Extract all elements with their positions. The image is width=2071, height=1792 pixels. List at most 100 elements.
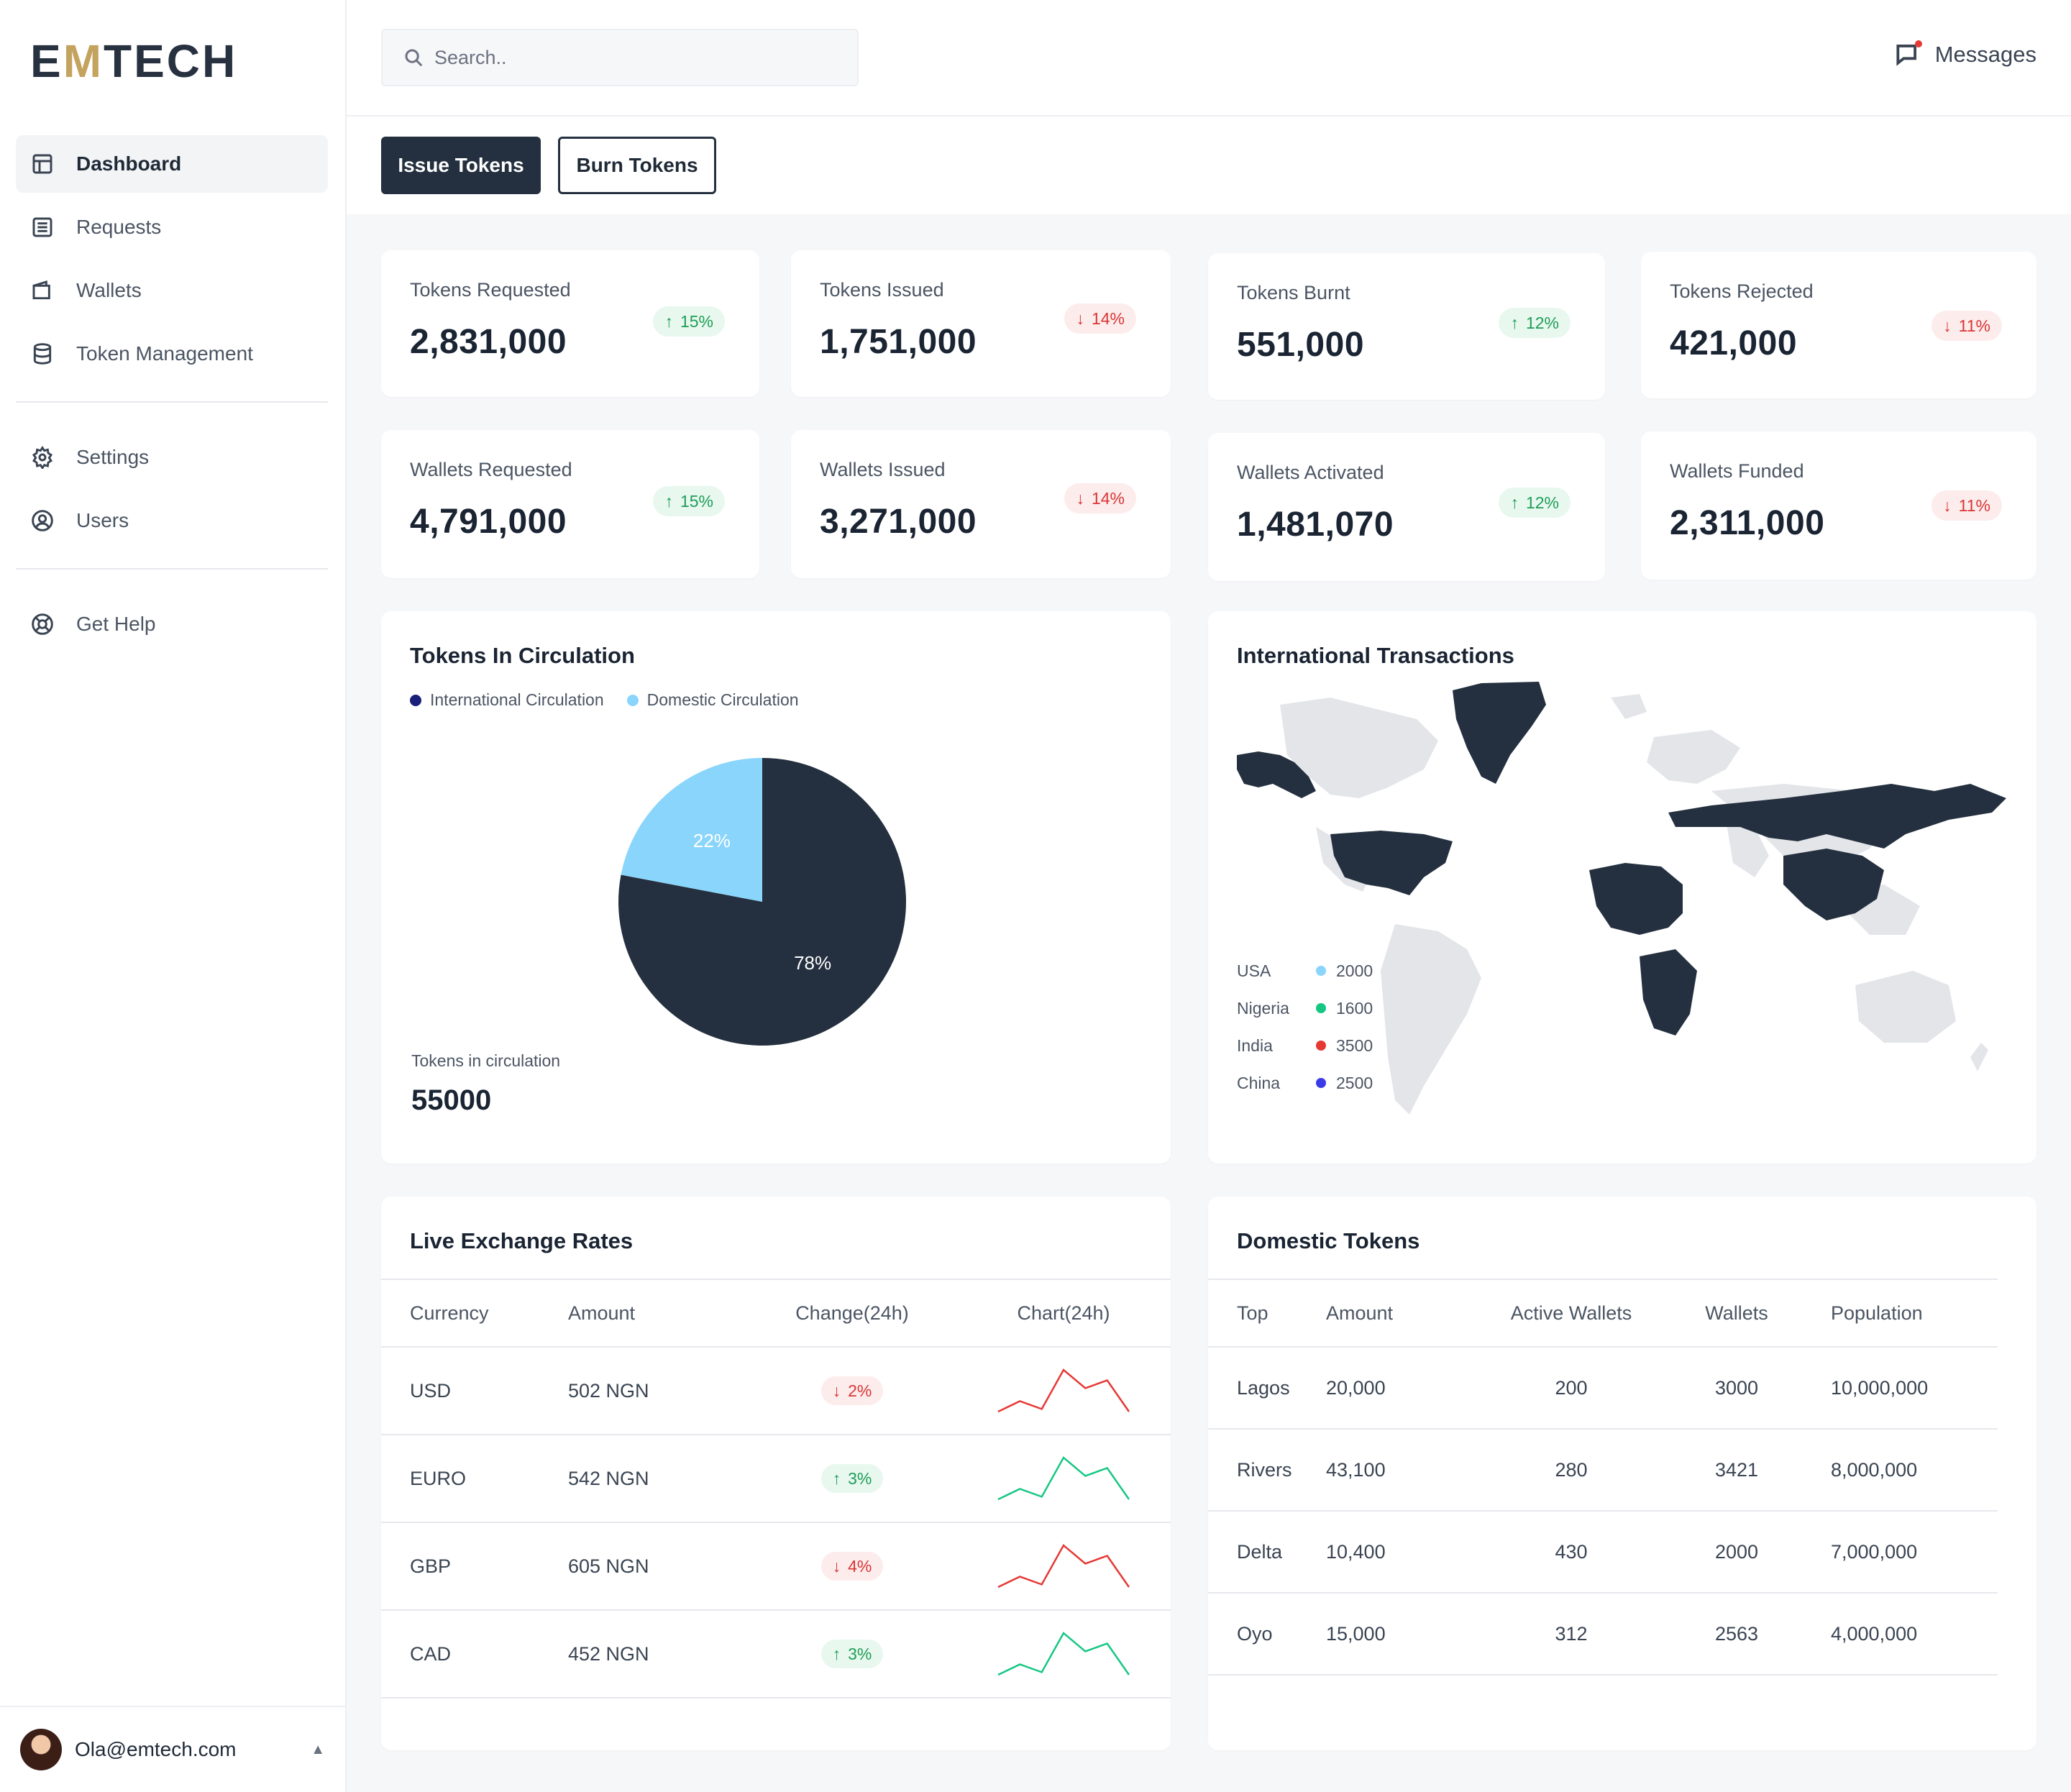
change-badge: ↑ 3% [820,1464,884,1493]
domestic-tokens-card: Domestic Tokens Top Amount Active Wallet… [1208,1197,2036,1750]
burn-tokens-button[interactable]: Burn Tokens [558,137,716,194]
change-badge: ↑ 15% [653,306,725,337]
map-country-west-africa [1589,863,1683,935]
stat-value: 1,751,000 [820,323,977,361]
cell-amount: 542 NGN [568,1467,649,1489]
cell-currency: CAD [410,1642,452,1665]
user-circle-icon [30,508,55,533]
map-country-usa [1330,831,1453,895]
map-legend-row: India 3500 [1237,1027,1395,1064]
change-badge: ↓ 11% [1931,311,2002,341]
map-land-iceland [1611,694,1647,719]
cell-amount: 605 NGN [568,1555,649,1577]
cell-amount: 10,400 [1326,1540,1386,1563]
cell-currency: USD [410,1379,452,1402]
card-title: Domestic Tokens [1237,1228,1420,1253]
sidebar-nav: Dashboard Requests Wallets Token Managem… [16,135,328,659]
arrow-down-icon: ↓ [1076,488,1084,508]
table-row[interactable]: EURO 542 NGN ↑ 3% [381,1435,1171,1522]
map-land-south-america [1381,924,1481,1115]
sidebar-item-requests[interactable]: Requests [16,198,328,256]
change-badge: ↓ 2% [820,1376,884,1405]
sparkline-chart [997,1544,1130,1588]
cell-top: Lagos [1237,1376,1290,1399]
sidebar-item-token-management[interactable]: Token Management [16,325,328,383]
cell-currency: EURO [410,1467,467,1489]
brand-logo[interactable]: EMTECH [30,35,238,87]
table-row[interactable]: Rivers 43,100 280 3421 8,000,000 [1208,1429,1998,1511]
country-value: 3500 [1336,1036,1373,1055]
stat-value: 421,000 [1670,324,1798,362]
sidebar-item-label: Settings [76,446,150,468]
card-title: Live Exchange Rates [410,1228,634,1253]
sidebar-item-settings[interactable]: Settings [16,429,328,486]
sparkline [997,1544,1130,1588]
arrow-down-icon: ↓ [1943,316,1952,335]
pie-chart: 78% 22% [618,758,906,1046]
cell-amount: 502 NGN [568,1379,649,1402]
sidebar-item-get-help[interactable]: Get Help [16,595,328,653]
user-menu[interactable]: Ola@emtech.com ▲ [0,1706,347,1792]
chart-legend: International Circulation Domestic Circu… [410,690,822,710]
cell-change: ↓ 4% [748,1522,956,1610]
change-badge: ↓ 14% [1064,303,1136,334]
action-toolbar: Issue Tokens Burn Tokens [347,116,2071,214]
sparkline [997,1456,1130,1501]
cell-top: Oyo [1237,1622,1273,1645]
pie-slice[interactable] [621,758,762,902]
top-header: Messages [347,0,2071,116]
table-header-row: Currency Amount Change(24h) Chart(24h) [381,1279,1171,1347]
legend-dot [1316,1003,1326,1013]
table-row[interactable]: CAD 452 NGN ↑ 3% [381,1610,1171,1698]
map-legend-row: USA 2000 [1237,952,1395,989]
messages-button[interactable]: Messages [1893,40,2036,69]
arrow-up-icon: ↑ [664,311,673,331]
chat-icon [1893,40,1922,69]
cell-chart [956,1610,1171,1698]
sidebar-item-users[interactable]: Users [16,492,328,549]
map-country-russia [1668,784,2006,849]
sparkline-chart [997,1632,1130,1676]
country-value: 1600 [1336,998,1373,1018]
cell-active-wallets: 430 [1555,1540,1588,1563]
legend-dot [1316,1041,1326,1051]
search-input[interactable] [434,46,837,69]
stat-card-tokens-requested: Tokens Requested 2,831,000 ↑ 15% [381,250,759,397]
table-row[interactable]: Lagos 20,000 200 3000 10,000,000 [1208,1347,1998,1429]
sidebar-item-wallets[interactable]: Wallets [16,262,328,319]
table-row[interactable]: Delta 10,400 430 2000 7,000,000 [1208,1511,1998,1593]
dashboard-icon [30,152,55,176]
table-row[interactable]: USD 502 NGN ↓ 2% [381,1347,1171,1435]
sidebar: EMTECH Dashboard Requests Wallets Token … [0,0,347,1792]
caret-up-icon[interactable]: ▲ [311,1741,325,1757]
stat-value: 3,271,000 [820,503,977,541]
table-row[interactable]: Oyo 15,000 312 2563 4,000,000 [1208,1593,1998,1675]
issue-tokens-button[interactable]: Issue Tokens [381,137,541,194]
change-badge: ↑ 15% [653,486,725,516]
cell-population: 4,000,000 [1831,1622,1918,1645]
column-header: Active Wallets [1510,1302,1632,1324]
avatar [20,1729,62,1770]
stat-label: Wallets Activated [1237,462,1384,483]
search-box [381,29,859,86]
stat-label: Tokens Issued [820,279,944,301]
map-country-china [1783,849,1884,920]
card-title: Tokens In Circulation [410,643,635,668]
list-icon [30,215,55,239]
stat-card-tokens-burnt: Tokens Burnt 551,000 ↑ 12% [1208,253,1605,400]
notification-dot [1914,40,1922,47]
cell-active-wallets: 280 [1555,1458,1588,1481]
sparkline-chart [997,1368,1130,1413]
arrow-down-icon: ↓ [1943,495,1952,515]
search-icon [405,49,423,67]
cell-population: 10,000,000 [1831,1376,1929,1399]
stat-label: Wallets Requested [410,459,572,480]
arrow-up-icon: ↑ [664,491,673,511]
table-header-row: Top Amount Active Wallets Wallets Popula… [1208,1279,1998,1347]
column-header: Currency [410,1302,489,1324]
sidebar-item-dashboard[interactable]: Dashboard [16,135,328,193]
table-row[interactable]: GBP 605 NGN ↓ 4% [381,1522,1171,1610]
arrow-up-icon: ↑ [1510,313,1519,332]
map-land-australia [1855,971,1956,1043]
help-globe-icon [30,612,55,636]
